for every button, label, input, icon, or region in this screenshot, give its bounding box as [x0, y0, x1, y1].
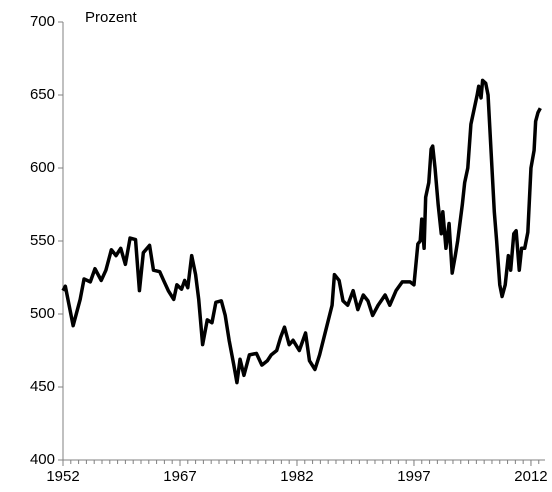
- y-tick-label: 550: [30, 232, 55, 249]
- x-tick-label: 1967: [163, 468, 196, 485]
- y-tick-label: 600: [30, 159, 55, 176]
- x-tick-label: 2012: [514, 468, 547, 485]
- y-tick-label: 400: [30, 451, 55, 468]
- y-tick-label: 700: [30, 13, 55, 30]
- x-tick-label: 1997: [397, 468, 430, 485]
- y-tick-label: 500: [30, 305, 55, 322]
- y-tick-label: 450: [30, 378, 55, 395]
- y-tick-label: 650: [30, 86, 55, 103]
- x-tick-label: 1952: [46, 468, 79, 485]
- y-axis-label: Prozent: [85, 9, 138, 26]
- x-tick-label: 1982: [280, 468, 313, 485]
- line: [61, 78, 542, 385]
